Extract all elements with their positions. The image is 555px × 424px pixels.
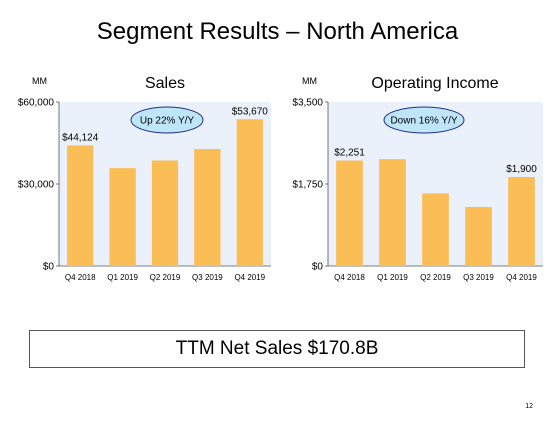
data-label: $44,124	[62, 132, 99, 143]
bar	[194, 149, 221, 266]
callout-bubble	[130, 106, 204, 134]
callout-text: Down 16% Y/Y	[390, 116, 457, 127]
bar	[236, 119, 263, 266]
x-tick-label: Q1 2019	[107, 273, 138, 282]
bar	[336, 160, 363, 266]
x-tick-label: Q3 2019	[192, 273, 223, 282]
ttm-net-sales-text: TTM Net Sales $170.8B	[175, 338, 379, 359]
slide-title: Segment Results – North America	[96, 18, 459, 45]
chart-title: Sales	[145, 75, 185, 92]
x-tick-label: Q4 2019	[234, 273, 265, 282]
bar	[109, 168, 136, 266]
bar	[422, 193, 449, 266]
data-label: $2,251	[334, 148, 365, 159]
y-tick-label: $30,000	[18, 180, 55, 191]
y-tick-label: $60,000	[18, 98, 55, 109]
bar	[379, 159, 406, 266]
x-tick-label: Q4 2018	[334, 273, 365, 282]
callout-text: Up 22% Y/Y	[140, 116, 195, 127]
ttm-net-sales-box: TTM Net Sales $170.8B	[29, 330, 525, 368]
y-tick-label: $0	[43, 262, 55, 273]
chart-title: Operating Income	[371, 75, 498, 92]
data-label: $53,670	[232, 106, 269, 117]
unit-label: MM	[302, 76, 317, 86]
x-tick-label: Q4 2018	[65, 273, 96, 282]
bar	[151, 160, 179, 266]
x-tick-label: Q4 2019	[506, 273, 537, 282]
bar	[508, 176, 535, 266]
x-tick-label: Q2 2019	[420, 273, 451, 282]
page-number: 12	[525, 403, 533, 410]
callout-bubble	[383, 106, 465, 134]
y-tick-label: $1,750	[292, 180, 323, 191]
data-label: $1,900	[506, 164, 537, 175]
unit-label: MM	[32, 76, 47, 86]
x-tick-label: Q3 2019	[463, 273, 494, 282]
y-tick-label: $3,500	[292, 98, 323, 109]
y-tick-label: $0	[312, 262, 324, 273]
bar	[465, 206, 492, 266]
x-tick-label: Q2 2019	[150, 273, 181, 282]
x-tick-label: Q1 2019	[377, 273, 408, 282]
sales-chart: MM Sales $0 $30,000 $60,000 Q4 2018 Q1 2019 Q2 …	[18, 75, 271, 282]
bar	[67, 145, 94, 266]
operating-income-chart: MM Operating Income $0 $1,750 $3,500 Q4 2018 Q…	[292, 75, 543, 282]
